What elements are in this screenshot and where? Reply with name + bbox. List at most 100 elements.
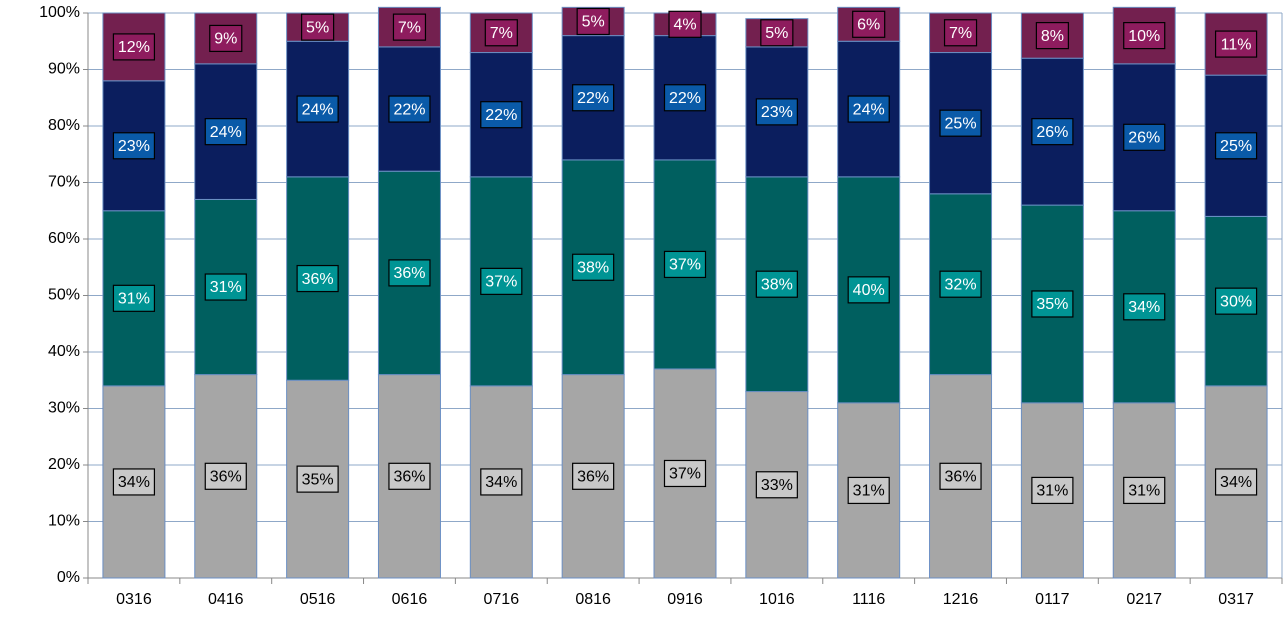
x-tick-label: 0416	[208, 591, 244, 608]
label-box	[755, 270, 798, 298]
x-tick-label: 0916	[667, 591, 703, 608]
x-tick-label: 1116	[852, 591, 885, 608]
label-box	[755, 471, 798, 499]
label-box	[668, 10, 702, 38]
data-label: 35%	[1036, 296, 1068, 313]
data-label: 22%	[393, 101, 425, 118]
data-label: 36%	[577, 469, 609, 486]
data-label: 38%	[761, 276, 793, 293]
x-tick-label: 0616	[392, 591, 428, 608]
data-label: 31%	[118, 291, 150, 308]
x-tick-label: 0217	[1126, 591, 1162, 608]
label-box	[1123, 293, 1166, 321]
label-box	[847, 276, 890, 304]
data-label: 34%	[1220, 474, 1252, 491]
label-box	[1031, 290, 1074, 318]
label-box	[112, 468, 156, 496]
label-box	[204, 118, 247, 146]
data-label: 10%	[1128, 28, 1160, 45]
label-box	[572, 84, 615, 112]
label-box	[301, 13, 335, 41]
label-box	[296, 465, 339, 493]
label-box	[388, 95, 431, 123]
label-box	[388, 462, 431, 490]
label-box	[1214, 287, 1258, 315]
data-label: 31%	[853, 483, 885, 500]
label-box	[663, 250, 707, 279]
data-label: 30%	[1220, 293, 1252, 310]
label-box	[663, 459, 707, 488]
label-box	[572, 462, 615, 490]
x-tick-label: 0317	[1218, 591, 1254, 608]
x-tick-label: 1016	[759, 591, 795, 608]
data-label: 24%	[853, 101, 885, 118]
data-label: 40%	[853, 282, 885, 299]
label-box	[1031, 118, 1074, 146]
label-box	[943, 19, 978, 47]
data-label: 25%	[945, 115, 977, 132]
data-label: 22%	[669, 90, 701, 107]
data-label: 26%	[1036, 124, 1068, 141]
x-tick-label: 0516	[300, 591, 336, 608]
data-label: 22%	[577, 90, 609, 107]
data-label: 36%	[393, 265, 425, 282]
data-label: 12%	[118, 39, 150, 56]
x-tick-label: 0316	[116, 591, 152, 608]
y-tick-label: 40%	[48, 343, 80, 360]
label-box	[392, 13, 427, 41]
data-label: 36%	[945, 469, 977, 486]
label-box	[576, 7, 610, 36]
data-label: 25%	[1220, 138, 1252, 155]
label-box	[1123, 22, 1166, 50]
x-tick-label: 0816	[575, 591, 611, 608]
y-tick-label: 0%	[57, 569, 80, 586]
y-tick-label: 80%	[48, 117, 80, 134]
label-box	[1031, 476, 1074, 505]
label-box	[847, 476, 890, 505]
data-label: 26%	[1128, 130, 1160, 147]
data-label: 36%	[393, 469, 425, 486]
x-tick-label: 0716	[484, 591, 520, 608]
data-label: 34%	[1128, 299, 1160, 316]
data-label: 31%	[210, 279, 242, 296]
label-box	[480, 101, 523, 129]
data-label: 23%	[761, 104, 793, 121]
data-label: 37%	[485, 274, 517, 291]
data-label: 5%	[306, 19, 329, 36]
data-label: 24%	[210, 124, 242, 141]
data-label: 8%	[1041, 28, 1064, 45]
data-label: 31%	[1036, 483, 1068, 500]
label-box	[480, 468, 523, 496]
data-label: 7%	[398, 19, 421, 36]
y-tick-label: 90%	[48, 61, 80, 78]
data-label: 24%	[302, 101, 334, 118]
label-box	[296, 264, 339, 293]
data-label: 7%	[949, 25, 972, 42]
y-tick-label: 100%	[39, 4, 80, 21]
data-label: 34%	[118, 474, 150, 491]
label-box	[1214, 30, 1258, 58]
label-box	[663, 84, 707, 112]
label-box	[204, 273, 247, 301]
data-label: 36%	[302, 271, 334, 288]
label-box	[755, 98, 798, 126]
data-label: 35%	[302, 471, 334, 488]
data-label: 31%	[1128, 483, 1160, 500]
data-label: 33%	[761, 477, 793, 494]
label-box	[939, 270, 982, 298]
label-box	[760, 19, 794, 47]
label-box	[1214, 132, 1258, 160]
label-box	[296, 95, 339, 123]
data-label: 5%	[765, 25, 788, 42]
data-label: 5%	[582, 14, 605, 31]
data-label: 23%	[118, 138, 150, 155]
label-box	[939, 462, 982, 490]
data-label: 36%	[210, 469, 242, 486]
label-box	[1123, 476, 1166, 505]
label-box	[209, 24, 243, 53]
x-tick-label: 0117	[1035, 591, 1070, 608]
label-box	[112, 132, 156, 160]
y-tick-label: 20%	[48, 456, 80, 473]
label-box	[939, 109, 982, 137]
